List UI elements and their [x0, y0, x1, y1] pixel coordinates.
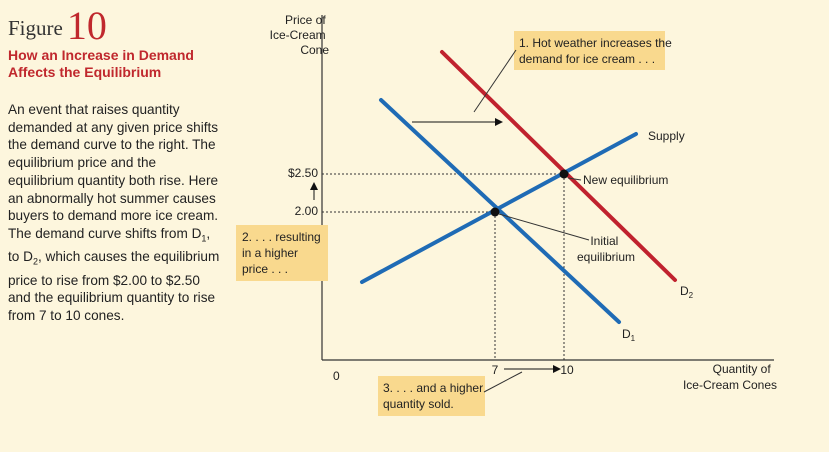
- price-tick-high: $2.50: [288, 166, 318, 180]
- supply-label: Supply: [648, 129, 685, 143]
- price-tick-low: 2.00: [295, 204, 319, 218]
- demand-curve-d1: [379, 98, 621, 324]
- qty-tick-low: 7: [492, 363, 499, 377]
- note-3-leader: [483, 371, 523, 393]
- caption-part-mid: , to D: [8, 225, 211, 265]
- initial-equilibrium-point: [490, 207, 500, 217]
- note-higher-price: 2. . . . resulting in a higher price . .…: [242, 230, 324, 276]
- caption-part-1: An event that raises quantity demanded a…: [8, 102, 219, 241]
- figure-heading: Figure 10: [8, 2, 107, 49]
- caption-part-2: , which causes the equilibrium price to …: [8, 249, 220, 324]
- diagram-svg: Price of Ice-Cream Cone Quantity of Ice-…: [236, 13, 777, 416]
- d2-label: D2: [680, 284, 694, 300]
- figure-sidebar: Figure 10 How an Increase in Demand Affec…: [0, 0, 222, 452]
- initial-equilibrium-label: Initial equilibrium: [577, 234, 635, 264]
- caption-sub-2: 2: [32, 257, 38, 268]
- note-1-leader: [473, 49, 517, 113]
- initial-eq-leader: [498, 213, 590, 241]
- x-axis-label: Quantity of Ice-Cream Cones: [683, 362, 777, 392]
- y-axis-label: Price of Ice-Cream Cone: [270, 13, 330, 57]
- supply-demand-diagram: Price of Ice-Cream Cone Quantity of Ice-…: [222, 0, 829, 452]
- note-higher-quantity: 3. . . . and a higher quantity sold.: [383, 381, 486, 411]
- qty-tick-high: 10: [560, 363, 574, 377]
- figure-caption: An event that raises quantity demanded a…: [8, 101, 220, 325]
- note-higher-price-box: [236, 225, 328, 281]
- note-higher-quantity-box: [378, 376, 485, 416]
- new-equilibrium-point: [559, 169, 569, 179]
- note-demand-increase: 1. Hot weather increases the demand for …: [519, 36, 675, 66]
- figure-label: Figure: [8, 16, 63, 40]
- new-eq-leader: [567, 177, 582, 181]
- figure-title: How an Increase in Demand Affects the Eq…: [8, 47, 194, 80]
- origin-label: 0: [333, 369, 340, 383]
- d1-label: D1: [622, 327, 636, 343]
- demand-curve-d2: [440, 50, 677, 282]
- new-equilibrium-label: New equilibrium: [583, 173, 668, 187]
- note-demand-increase-box: [514, 31, 665, 70]
- caption-sub-1: 1: [201, 233, 207, 244]
- figure-number: 10: [66, 3, 107, 48]
